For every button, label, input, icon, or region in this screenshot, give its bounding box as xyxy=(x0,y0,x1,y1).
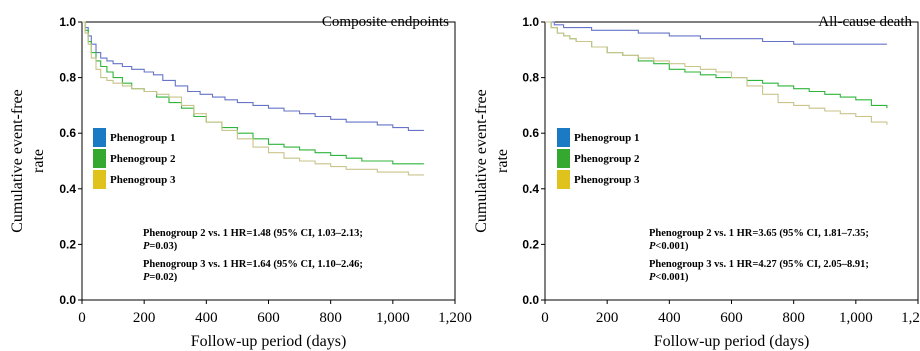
series-line-phenogroup-2 xyxy=(545,21,888,109)
x-tick-label: 800 xyxy=(319,310,342,326)
legend-swatch-phenogroup-2 xyxy=(557,149,570,168)
x-tick-label: 1,000 xyxy=(839,310,873,326)
y-tick-label: 0.4 xyxy=(59,182,76,196)
p-label: P xyxy=(143,272,150,283)
p-label: P xyxy=(649,272,656,283)
series-line-phenogroup-3 xyxy=(82,21,424,176)
x-tick-label: 1,200 xyxy=(901,310,920,326)
legend-label: Phenogroup 3 xyxy=(574,174,640,186)
y-tick-label: 0.0 xyxy=(522,293,539,307)
p-value-annotation: P<0.001) xyxy=(649,272,689,283)
legend-swatch-phenogroup-3 xyxy=(557,170,570,189)
x-tick-label: 400 xyxy=(195,310,218,326)
legend-label: Phenogroup 1 xyxy=(574,132,640,144)
hr-annotation-line: Phenogroup 2 vs. 1 HR=1.48 (95% CI, 1.03… xyxy=(143,228,363,239)
y-tick-label: 0.4 xyxy=(522,182,539,196)
composite-endpoints-panel: 0.0 0.2 0.4 0.6 0.8 1.0 0 200 400 600 800 1,000 1,20… xyxy=(9,14,472,350)
series-line-phenogroup-1 xyxy=(82,21,424,131)
y-tick-label: 0.6 xyxy=(59,126,76,140)
x-tick-label: 200 xyxy=(133,310,156,326)
hr-annotation-line: Phenogroup 3 vs. 1 HR=1.64 (95% CI, 1.10… xyxy=(143,259,363,270)
legend-swatch-phenogroup-1 xyxy=(557,128,570,147)
panel-title: All-cause death xyxy=(818,14,912,30)
x-axis-label: Follow-up period (days) xyxy=(191,333,347,350)
hr-annotation-line: Phenogroup 2 vs. 1 HR=3.65 (95% CI, 1.81… xyxy=(649,228,869,239)
legend-label: Phenogroup 2 xyxy=(110,153,176,165)
p-label: P xyxy=(649,241,656,252)
x-tick-label: 600 xyxy=(257,310,280,326)
x-tick-label: 0 xyxy=(78,310,86,326)
x-tick-label: 400 xyxy=(658,310,681,326)
x-tick-label: 800 xyxy=(782,310,805,326)
y-axis-label-line: rate xyxy=(30,149,47,173)
legend-label: Phenogroup 3 xyxy=(110,174,176,186)
y-axis-label: Cumulative event-free rate xyxy=(473,89,511,233)
y-tick-label: 0.2 xyxy=(522,237,539,251)
y-axis-label-line: Cumulative event-free xyxy=(9,89,26,233)
y-tick-label: 0.0 xyxy=(59,293,76,307)
y-tick-label: 0.2 xyxy=(59,237,76,251)
y-tick-label: 1.0 xyxy=(59,15,76,29)
y-tick-label: 0.6 xyxy=(522,126,539,140)
panel-title: Composite endpoints xyxy=(322,14,449,30)
p-value-annotation: P<0.001) xyxy=(649,241,689,252)
x-tick-label: 600 xyxy=(720,310,743,326)
x-tick-label: 200 xyxy=(596,310,619,326)
y-axis-label: Cumulative event-free rate xyxy=(9,89,47,233)
legend-label: Phenogroup 2 xyxy=(574,153,640,165)
legend-swatch-phenogroup-2 xyxy=(93,149,106,168)
legend-swatch-phenogroup-3 xyxy=(93,170,106,189)
legend-label: Phenogroup 1 xyxy=(110,132,176,144)
y-tick-label: 1.0 xyxy=(522,15,539,29)
x-axis-label: Follow-up period (days) xyxy=(654,333,810,350)
x-tick-label: 0 xyxy=(541,310,549,326)
y-tick-label: 0.8 xyxy=(522,71,539,85)
x-tick-label: 1,000 xyxy=(376,310,410,326)
y-tick-label: 0.8 xyxy=(59,71,76,85)
series-line-phenogroup-3 xyxy=(545,21,888,125)
x-tick-label: 1,200 xyxy=(438,310,472,326)
series-line-phenogroup-1 xyxy=(545,21,887,45)
p-value-annotation: P=0.03) xyxy=(143,241,178,252)
legend-swatch-phenogroup-1 xyxy=(93,128,106,147)
p-value: <0.001) xyxy=(655,241,689,252)
y-axis-label-line: Cumulative event-free xyxy=(473,89,490,233)
p-value: <0.001) xyxy=(655,272,689,283)
hr-annotation-line: Phenogroup 3 vs. 1 HR=4.27 (95% CI, 2.05… xyxy=(649,259,869,270)
all-cause-death-panel: 0.0 0.2 0.4 0.6 0.8 1.0 0 200 400 600 800 1,000 1,20… xyxy=(473,14,920,350)
p-label: P xyxy=(143,241,150,252)
y-axis-label-line: rate xyxy=(494,149,511,173)
p-value: =0.02) xyxy=(149,272,177,283)
p-value: =0.03) xyxy=(149,241,177,252)
p-value-annotation: P=0.02) xyxy=(143,272,178,283)
